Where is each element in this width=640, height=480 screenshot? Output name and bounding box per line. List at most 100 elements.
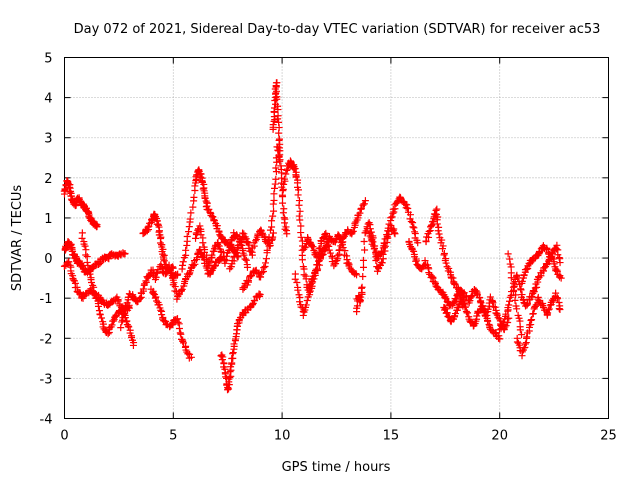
data-point [378, 259, 386, 267]
data-point [555, 273, 563, 281]
data-point [270, 196, 278, 204]
chart-title: Day 072 of 2021, Sidereal Day-to-day VTE… [74, 22, 601, 37]
data-point [505, 301, 513, 309]
data-point [185, 228, 193, 236]
data-point [229, 349, 237, 357]
data-point [383, 231, 391, 239]
data-point [227, 372, 235, 380]
data-point [269, 121, 277, 129]
data-point [302, 301, 310, 309]
data-point [125, 323, 133, 331]
data-point [349, 227, 357, 235]
data-points [60, 79, 565, 394]
data-point [388, 213, 396, 221]
data-point [86, 270, 94, 278]
data-point [295, 201, 303, 209]
data-point [483, 311, 491, 319]
data-point [553, 245, 561, 253]
data-point [173, 315, 181, 323]
data-point [177, 330, 185, 338]
data-point [443, 263, 451, 271]
data-point [543, 245, 551, 253]
data-point [348, 229, 356, 237]
data-point [179, 337, 187, 345]
y-tick-label: 1 [44, 212, 52, 227]
data-point [221, 259, 229, 267]
data-point [280, 180, 288, 188]
data-point [366, 225, 374, 233]
data-point [521, 343, 529, 351]
data-point [404, 204, 412, 212]
data-point [401, 200, 409, 208]
data-point [268, 217, 276, 225]
data-point [179, 258, 187, 266]
data-point [189, 203, 197, 211]
data-point [296, 207, 304, 215]
x-tick-label: 25 [600, 429, 617, 444]
y-tick-label: -1 [40, 292, 53, 307]
data-point [357, 204, 365, 212]
data-point [449, 274, 457, 282]
data-point [118, 318, 126, 326]
data-point [409, 223, 417, 231]
data-point [445, 313, 453, 321]
y-axis-ticks: -4 -3 -2 -1 0 1 2 3 4 5 [40, 52, 609, 428]
data-point [557, 274, 565, 282]
data-point [173, 295, 181, 303]
series-track-aa [504, 250, 526, 339]
data-point [385, 220, 393, 228]
data-point [484, 305, 492, 313]
data-point [197, 173, 205, 181]
plot-frame [64, 57, 609, 419]
data-point [108, 298, 116, 306]
x-tick-label: 20 [491, 429, 508, 444]
data-point [334, 231, 342, 239]
data-point [214, 240, 222, 248]
data-point [186, 215, 194, 223]
data-point [84, 262, 92, 270]
data-point [450, 279, 458, 287]
data-point [269, 212, 277, 220]
data-point [293, 278, 301, 286]
data-point [410, 224, 418, 232]
data-point [274, 106, 282, 114]
data-point [281, 225, 289, 233]
data-point [517, 286, 525, 294]
data-point [528, 316, 536, 324]
data-point [439, 245, 447, 253]
data-point [280, 175, 288, 183]
data-point [217, 352, 225, 360]
series-track-l [226, 226, 277, 273]
data-point [536, 298, 544, 306]
data-point [123, 299, 131, 307]
data-point [359, 201, 367, 209]
data-point [442, 295, 450, 303]
data-point [239, 229, 247, 237]
data-point [190, 193, 198, 201]
data-point [275, 136, 283, 144]
data-point [197, 249, 205, 257]
data-point [489, 299, 497, 307]
data-point [411, 228, 419, 236]
data-point [298, 256, 306, 264]
data-point [270, 207, 278, 215]
series-track-g [147, 285, 195, 362]
data-point [263, 246, 271, 254]
data-point [178, 285, 186, 293]
data-point [421, 257, 429, 265]
data-point [291, 165, 299, 173]
data-point [145, 222, 153, 230]
y-tick-label: 3 [44, 132, 52, 147]
data-point [555, 298, 563, 306]
data-point [65, 258, 73, 266]
data-point [205, 259, 213, 267]
data-point [516, 326, 524, 334]
data-point [462, 307, 470, 315]
data-point [433, 220, 441, 228]
data-point [240, 251, 248, 259]
data-point [179, 261, 187, 269]
data-point [141, 280, 149, 288]
data-point [353, 271, 361, 279]
data-point [555, 305, 563, 313]
